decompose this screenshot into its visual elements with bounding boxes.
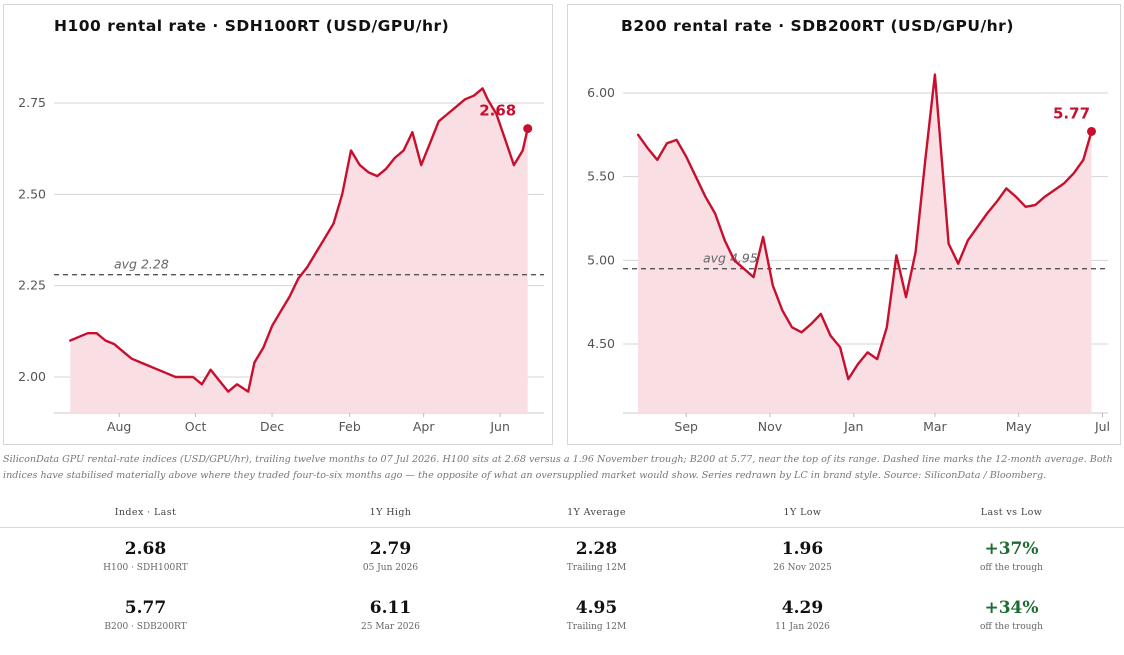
stat-cell: 6.11 25 Mar 2026 bbox=[278, 597, 503, 634]
average-label: avg 2.28 bbox=[114, 257, 169, 272]
stat-cell: 2.68 H100 · SDH100RT bbox=[33, 538, 258, 575]
last-value-label: 2.68 bbox=[479, 102, 516, 120]
x-tick-label: Aug bbox=[107, 419, 131, 434]
stat-cell: 2.79 05 Jun 2026 bbox=[278, 538, 503, 575]
stat-sub: 05 Jun 2026 bbox=[362, 563, 419, 573]
y-tick-label: 4.50 bbox=[587, 336, 615, 351]
x-tick-label: Jun bbox=[489, 419, 510, 434]
x-tick-label: Apr bbox=[413, 419, 435, 434]
figure-caption: SiliconData GPU rental-rate indices (USD… bbox=[3, 454, 1113, 481]
stat-cell: 1.96 26 Nov 2025 bbox=[690, 538, 915, 575]
b200-chart-title: B200 rental rate · SDB200RT (USD/GPU/hr) bbox=[621, 17, 1014, 35]
last-point bbox=[523, 124, 533, 134]
stat-value: 4.95 bbox=[575, 598, 618, 618]
header-last-vs-low: Last vs Low bbox=[980, 507, 1043, 518]
h100-chart-title: H100 rental rate · SDH100RT (USD/GPU/hr) bbox=[54, 17, 450, 35]
header-1y-average: 1Y Average bbox=[567, 507, 626, 518]
stat-sub: 25 Mar 2026 bbox=[361, 622, 420, 632]
y-tick-label: 2.25 bbox=[18, 278, 46, 293]
x-tick-label: Nov bbox=[758, 419, 783, 434]
y-tick-label: 2.00 bbox=[18, 369, 46, 384]
series-area bbox=[638, 74, 1092, 413]
stat-sub: off the trough bbox=[980, 622, 1043, 632]
stat-sub: B200 · SDB200RT bbox=[104, 622, 187, 632]
header-1y-low: 1Y Low bbox=[783, 507, 822, 518]
series-line bbox=[69, 87, 529, 393]
stat-value-change: +37% bbox=[984, 539, 1039, 559]
last-point bbox=[1087, 126, 1097, 136]
stat-sub: Trailing 12M bbox=[566, 622, 627, 632]
x-tick-label: Oct bbox=[185, 419, 207, 434]
b200-chart-panel: B200 rental rate · SDB200RT (USD/GPU/hr)… bbox=[567, 4, 1121, 445]
x-tick-label: Feb bbox=[339, 419, 361, 434]
series-area bbox=[70, 88, 528, 414]
stats-row-b200: 5.77 B200 · SDB200RT 6.11 25 Mar 2026 4.… bbox=[0, 597, 1124, 655]
x-tick-label: May bbox=[1006, 419, 1032, 434]
stat-value-change: +34% bbox=[984, 598, 1039, 618]
stat-sub: 11 Jan 2026 bbox=[775, 622, 830, 632]
x-tick-label: Mar bbox=[923, 419, 947, 434]
stat-cell: 5.77 B200 · SDB200RT bbox=[33, 597, 258, 634]
average-label: avg 4.95 bbox=[703, 251, 758, 266]
stats-row-h100: 2.68 H100 · SDH100RT 2.79 05 Jun 2026 2.… bbox=[0, 538, 1124, 596]
stat-sub: off the trough bbox=[980, 563, 1043, 573]
stat-value: 4.29 bbox=[781, 598, 824, 618]
stat-value: 2.79 bbox=[369, 539, 412, 559]
stat-value: 2.28 bbox=[575, 539, 618, 559]
h100-chart-panel: H100 rental rate · SDH100RT (USD/GPU/hr)… bbox=[3, 4, 553, 445]
stat-value: 1.96 bbox=[781, 539, 824, 559]
x-tick-label: Jul bbox=[1094, 419, 1110, 434]
header-1y-high: 1Y High bbox=[369, 507, 412, 518]
stat-value: 5.77 bbox=[124, 598, 167, 618]
h100-chart: 2.00 2.25 2.50 2.75 Aug Oct Dec Feb Apr Jun avg 2.… bbox=[18, 87, 544, 434]
stat-cell: 4.29 11 Jan 2026 bbox=[690, 597, 915, 634]
b200-chart: 4.50 5.00 5.50 6.00 Sep Nov Jan Mar May Jul avg 4.… bbox=[587, 73, 1110, 434]
last-value-label: 5.77 bbox=[1053, 104, 1090, 122]
y-tick-label: 6.00 bbox=[587, 85, 615, 100]
x-tick-label: Dec bbox=[260, 419, 284, 434]
stat-value: 2.68 bbox=[124, 539, 167, 559]
stat-cell: +34% off the trough bbox=[899, 597, 1124, 634]
stat-cell: 2.28 Trailing 12M bbox=[484, 538, 709, 575]
y-tick-label: 2.75 bbox=[18, 95, 46, 110]
y-tick-label: 2.50 bbox=[18, 186, 46, 201]
stat-sub: Trailing 12M bbox=[566, 563, 627, 573]
x-tick-label: Jan bbox=[843, 419, 863, 434]
stat-sub: 26 Nov 2025 bbox=[773, 563, 832, 573]
series-line bbox=[636, 73, 1093, 381]
y-tick-label: 5.00 bbox=[587, 252, 615, 267]
stat-cell: +37% off the trough bbox=[899, 538, 1124, 575]
stat-value: 6.11 bbox=[369, 598, 412, 618]
y-tick-label: 5.50 bbox=[587, 169, 615, 184]
x-tick-label: Sep bbox=[674, 419, 698, 434]
stat-cell: 4.95 Trailing 12M bbox=[484, 597, 709, 634]
header-index-last: Index · Last bbox=[114, 507, 177, 518]
stat-sub: H100 · SDH100RT bbox=[103, 563, 188, 573]
stats-header: Index · Last 1Y High 1Y Average 1Y Low L… bbox=[0, 505, 1124, 528]
